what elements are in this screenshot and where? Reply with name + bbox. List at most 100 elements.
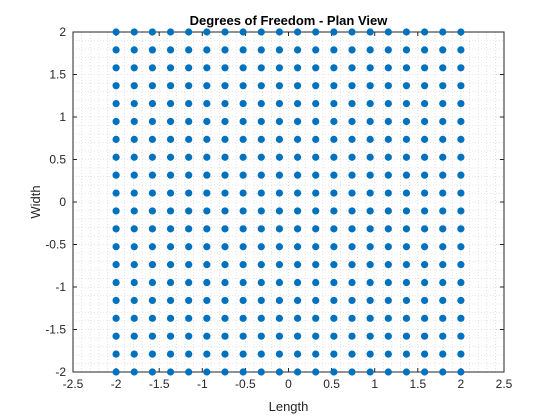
data-point — [275, 46, 284, 54]
data-point — [275, 117, 284, 126]
data-point — [312, 171, 320, 179]
y-axis-title: Width — [28, 185, 43, 218]
data-point — [421, 225, 429, 233]
data-point — [366, 64, 374, 72]
data-point — [457, 332, 465, 340]
data-point — [112, 64, 120, 72]
data-point — [457, 153, 465, 161]
data-point — [439, 278, 447, 287]
data-point — [148, 117, 156, 126]
data-point — [293, 28, 302, 36]
data-point — [275, 99, 284, 108]
data-point — [366, 332, 374, 340]
data-point — [402, 278, 411, 287]
data-point — [275, 243, 284, 251]
data-point — [421, 207, 429, 215]
data-point — [402, 46, 411, 54]
data-point — [312, 189, 320, 197]
data-point — [239, 261, 247, 269]
data-point — [166, 296, 175, 305]
data-point — [439, 296, 447, 305]
y-tick-label: 1 — [59, 110, 66, 124]
data-point — [330, 207, 338, 215]
data-point — [330, 189, 338, 197]
data-point — [421, 243, 429, 251]
data-point — [293, 99, 302, 108]
data-point — [221, 82, 229, 90]
data-point — [185, 207, 193, 215]
data-point — [384, 82, 392, 90]
data-point — [203, 278, 211, 287]
data-point — [293, 332, 302, 340]
data-point — [203, 189, 211, 197]
data-point — [384, 99, 392, 108]
data-point — [257, 243, 265, 251]
data-point — [275, 332, 284, 340]
data-point — [293, 189, 302, 197]
data-point — [275, 171, 284, 179]
data-point — [421, 314, 429, 322]
data-point — [239, 278, 247, 287]
data-point — [112, 117, 120, 126]
x-tick-label: -0.5 — [235, 377, 256, 391]
data-point — [112, 28, 120, 36]
data-point — [439, 171, 447, 179]
y-tick-label: -2 — [55, 365, 66, 379]
data-point — [348, 153, 356, 161]
data-point — [457, 278, 465, 287]
data-point — [366, 99, 374, 108]
data-point — [203, 225, 211, 233]
x-tick-label: 1.5 — [409, 377, 426, 391]
data-point — [348, 99, 356, 108]
data-point — [221, 296, 229, 305]
data-point — [166, 332, 175, 340]
data-point — [457, 296, 465, 305]
data-point — [221, 278, 229, 287]
data-point — [185, 28, 193, 36]
data-point — [148, 153, 156, 161]
data-point — [275, 64, 284, 72]
data-point — [384, 368, 392, 376]
data-point — [221, 332, 229, 340]
data-point — [257, 117, 265, 126]
data-point — [166, 278, 175, 287]
x-axis-title: Length — [269, 399, 309, 414]
data-point — [275, 135, 284, 143]
data-point — [239, 135, 247, 143]
data-point — [130, 189, 138, 197]
data-point — [221, 28, 229, 36]
data-point — [257, 368, 265, 376]
data-point — [366, 82, 374, 90]
data-point — [421, 278, 429, 287]
data-point — [185, 243, 193, 251]
data-point — [203, 28, 211, 36]
data-point — [366, 296, 374, 305]
data-point — [239, 350, 247, 358]
data-point — [275, 225, 284, 233]
data-point — [221, 225, 229, 233]
data-point — [257, 153, 265, 161]
data-point — [112, 278, 120, 287]
data-point — [330, 314, 338, 322]
data-point — [257, 278, 265, 287]
data-point — [203, 135, 211, 143]
data-point — [439, 64, 447, 72]
data-point — [384, 28, 392, 36]
data-point — [457, 82, 465, 90]
data-point — [185, 99, 193, 108]
data-point — [402, 350, 411, 358]
data-point — [439, 243, 447, 251]
data-point — [330, 82, 338, 90]
data-point — [185, 189, 193, 197]
data-point — [366, 207, 374, 215]
data-point — [457, 171, 465, 179]
data-point — [384, 296, 392, 305]
data-point — [257, 64, 265, 72]
data-point — [239, 207, 247, 215]
data-point — [330, 28, 338, 36]
data-point — [457, 243, 465, 251]
data-point — [348, 171, 356, 179]
data-point — [203, 171, 211, 179]
data-point — [384, 261, 392, 269]
data-point — [312, 278, 320, 287]
